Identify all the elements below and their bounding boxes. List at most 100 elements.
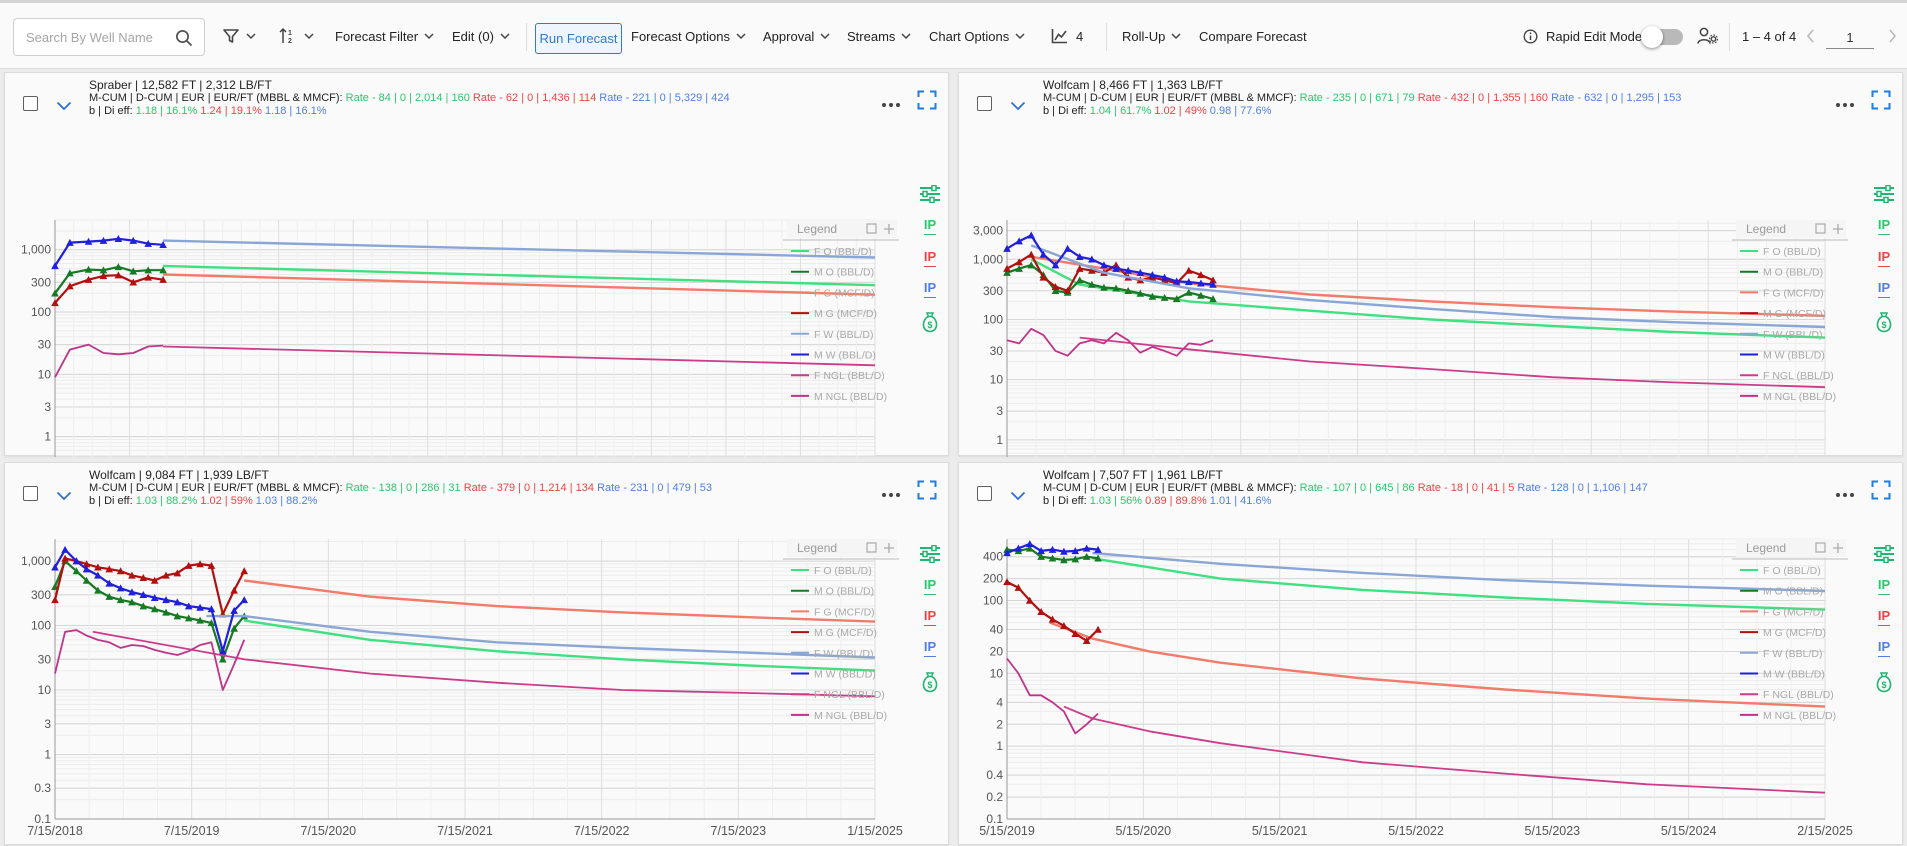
prev-page-button[interactable] [1806, 3, 1815, 69]
economics-button[interactable]: $ [1869, 671, 1899, 696]
move-icon[interactable] [884, 543, 894, 553]
legend-item[interactable]: M O (BBL/D) [814, 267, 874, 279]
expand-button[interactable] [56, 488, 72, 506]
legend-item[interactable]: F G (MCF/D) [814, 287, 875, 299]
adjust-button[interactable] [915, 184, 945, 206]
legend-item[interactable]: F W (BBL/D) [814, 329, 874, 341]
chart-legend[interactable]: Legend F O (BBL/D) M O (BBL/D) F G (MCF/D) M… [783, 220, 899, 403]
well-select-checkbox[interactable] [23, 486, 38, 501]
adjust-button[interactable] [915, 544, 945, 566]
ip-button[interactable]: IP [1869, 280, 1899, 298]
search-icon[interactable] [175, 29, 193, 47]
legend-item[interactable]: M NGL (BBL/D) [1763, 710, 1836, 722]
legend-item[interactable]: F O (BBL/D) [1763, 565, 1821, 577]
legend-item[interactable]: F NGL (BBL/D) [1763, 689, 1834, 701]
chart-legend[interactable]: Legend F O (BBL/D) M O (BBL/D) F G (MCF/D) M… [1732, 539, 1848, 722]
forecast-filter-menu[interactable]: Forecast Filter [335, 3, 434, 69]
move-icon[interactable] [1833, 224, 1843, 234]
chart-count-menu[interactable]: 4 [1051, 3, 1083, 69]
ip-button[interactable]: IP [915, 217, 945, 235]
ip-button[interactable]: IP [915, 249, 945, 267]
legend-item[interactable]: M W (BBL/D) [1763, 350, 1825, 362]
chart-legend[interactable]: Legend F O (BBL/D) M O (BBL/D) F G (MCF/D) M… [783, 539, 899, 722]
well-select-checkbox[interactable] [977, 96, 992, 111]
production-chart[interactable]: 1,0003001003010310.30.17/15/20191/15/202… [5, 73, 950, 457]
ip-button[interactable]: IP [915, 577, 945, 595]
expand-button[interactable] [56, 98, 72, 116]
filter-menu[interactable] [222, 3, 256, 69]
next-page-button[interactable] [1888, 3, 1897, 69]
legend-item[interactable]: M O (BBL/D) [1763, 586, 1823, 598]
legend-item[interactable]: M G (MCF/D) [1763, 627, 1826, 639]
legend-item[interactable]: F NGL (BBL/D) [1763, 370, 1834, 382]
economics-button[interactable]: $ [1869, 311, 1899, 336]
ip-button[interactable]: IP [915, 608, 945, 626]
well-select-checkbox[interactable] [23, 96, 38, 111]
chart-legend[interactable]: Legend F O (BBL/D) M O (BBL/D) F G (MCF/D) M… [1732, 220, 1848, 403]
more-options-button[interactable] [1835, 92, 1855, 113]
legend-item[interactable]: F O (BBL/D) [814, 565, 872, 577]
legend-item[interactable]: F W (BBL/D) [1763, 329, 1823, 341]
production-chart[interactable]: 3,0001,0003001003010310.30.13/15/20183/1… [959, 73, 1904, 457]
chart-options-menu[interactable]: Chart Options [929, 3, 1025, 69]
production-chart[interactable]: 1,000 300 100 30 10 3 1 0.3 0.17/15/2018 7/15/201… [5, 463, 950, 846]
adjust-button[interactable] [1869, 184, 1899, 206]
roll-up-menu[interactable]: Roll-Up [1122, 3, 1181, 69]
fullscreen-button[interactable] [1871, 90, 1891, 115]
ip-button[interactable]: IP [1869, 249, 1899, 267]
approval-menu[interactable]: Approval [763, 3, 830, 69]
more-options-button[interactable] [881, 482, 901, 503]
legend-item[interactable]: F O (BBL/D) [1763, 246, 1821, 258]
legend-item[interactable]: F G (MCF/D) [1763, 606, 1824, 618]
adjust-button[interactable] [1869, 544, 1899, 566]
forecast-options-menu[interactable]: Forecast Options [631, 3, 746, 69]
more-options-button[interactable] [1835, 482, 1855, 503]
ip-button[interactable]: IP [1869, 577, 1899, 595]
legend-item[interactable]: F O (BBL/D) [814, 246, 872, 258]
production-chart[interactable]: 400 200 100 40 20 10 4 2 1 0.4 0.2 0.15/15/2019 5/15… [959, 463, 1904, 846]
legend-item[interactable]: F NGL (BBL/D) [814, 370, 885, 382]
search-box[interactable] [13, 18, 205, 56]
legend-item[interactable]: F NGL (BBL/D) [814, 689, 885, 701]
fullscreen-button[interactable] [917, 90, 937, 115]
legend-item[interactable]: M NGL (BBL/D) [814, 710, 887, 722]
run-forecast-button[interactable]: Run Forecast [535, 23, 622, 54]
legend-item[interactable]: F W (BBL/D) [1763, 648, 1823, 660]
legend-item[interactable]: M W (BBL/D) [814, 350, 876, 362]
legend-item[interactable]: M NGL (BBL/D) [1763, 391, 1836, 403]
ip-button[interactable]: IP [1869, 217, 1899, 235]
legend-item[interactable]: M O (BBL/D) [1763, 267, 1823, 279]
fullscreen-button[interactable] [917, 480, 937, 505]
move-icon[interactable] [884, 224, 894, 234]
legend-item[interactable]: M NGL (BBL/D) [814, 391, 887, 403]
rapid-edit-toggle[interactable] [1641, 26, 1683, 48]
legend-item[interactable]: F G (MCF/D) [1763, 287, 1824, 299]
legend-item[interactable]: M G (MCF/D) [1763, 308, 1826, 320]
more-options-button[interactable] [881, 92, 901, 113]
economics-button[interactable]: $ [915, 671, 945, 696]
edit-menu[interactable]: Edit (0) [452, 3, 510, 69]
expand-button[interactable] [1010, 98, 1026, 116]
legend-item[interactable]: M G (MCF/D) [814, 308, 877, 320]
copy-icon[interactable] [1815, 542, 1826, 553]
ip-button[interactable]: IP [1869, 608, 1899, 626]
info-icon[interactable] [1523, 28, 1538, 44]
copy-icon[interactable] [866, 542, 877, 553]
fullscreen-button[interactable] [1871, 480, 1891, 505]
ip-button[interactable]: IP [1869, 639, 1899, 657]
legend-item[interactable]: M O (BBL/D) [814, 586, 874, 598]
legend-item[interactable]: F G (MCF/D) [814, 606, 875, 618]
move-icon[interactable] [1833, 543, 1843, 553]
streams-menu[interactable]: Streams [847, 3, 911, 69]
expand-button[interactable] [1010, 488, 1026, 506]
well-select-checkbox[interactable] [977, 486, 992, 501]
search-input[interactable] [14, 19, 164, 55]
legend-item[interactable]: M G (MCF/D) [814, 627, 877, 639]
ip-button[interactable]: IP [915, 280, 945, 298]
legend-item[interactable]: M W (BBL/D) [1763, 669, 1825, 681]
copy-icon[interactable] [1815, 223, 1826, 234]
economics-button[interactable]: $ [915, 311, 945, 336]
page-input[interactable] [1826, 27, 1874, 49]
legend-item[interactable]: M W (BBL/D) [814, 669, 876, 681]
ip-button[interactable]: IP [915, 639, 945, 657]
